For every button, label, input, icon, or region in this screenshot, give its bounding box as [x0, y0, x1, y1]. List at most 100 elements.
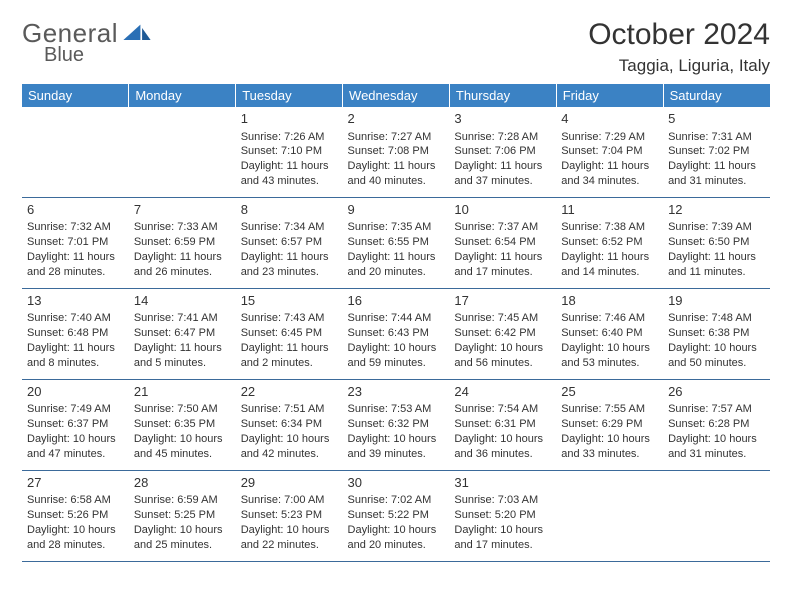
day-number: 8	[241, 201, 338, 219]
day-number: 21	[134, 383, 231, 401]
weekday-header: Wednesday	[343, 84, 450, 107]
day-info-line: Daylight: 11 hours	[27, 250, 124, 265]
day-info-line: Daylight: 11 hours	[134, 250, 231, 265]
calendar-day-cell: 31Sunrise: 7:03 AMSunset: 5:20 PMDayligh…	[449, 470, 556, 561]
day-info-line: and 23 minutes.	[241, 265, 338, 280]
calendar-day-cell: 11Sunrise: 7:38 AMSunset: 6:52 PMDayligh…	[556, 197, 663, 288]
day-info-line: and 47 minutes.	[27, 447, 124, 462]
day-info-line: Sunset: 6:38 PM	[668, 326, 765, 341]
day-number: 2	[348, 110, 445, 128]
calendar-day-cell: 24Sunrise: 7:54 AMSunset: 6:31 PMDayligh…	[449, 379, 556, 470]
day-info-line: Sunrise: 7:57 AM	[668, 402, 765, 417]
weekday-header: Tuesday	[236, 84, 343, 107]
day-info-line: Daylight: 11 hours	[241, 159, 338, 174]
calendar-day-cell: 5Sunrise: 7:31 AMSunset: 7:02 PMDaylight…	[663, 107, 770, 197]
day-info-line: Daylight: 10 hours	[27, 432, 124, 447]
day-info-line: Sunset: 6:52 PM	[561, 235, 658, 250]
calendar-day-cell: 21Sunrise: 7:50 AMSunset: 6:35 PMDayligh…	[129, 379, 236, 470]
calendar-day-cell	[22, 107, 129, 197]
day-info-line: and 28 minutes.	[27, 265, 124, 280]
day-info-line: Daylight: 10 hours	[348, 432, 445, 447]
day-info-line: Sunset: 6:55 PM	[348, 235, 445, 250]
day-info-line: Daylight: 11 hours	[561, 250, 658, 265]
day-info-line: Sunset: 6:42 PM	[454, 326, 551, 341]
calendar-day-cell: 8Sunrise: 7:34 AMSunset: 6:57 PMDaylight…	[236, 197, 343, 288]
day-number: 4	[561, 110, 658, 128]
day-info-line: and 14 minutes.	[561, 265, 658, 280]
day-number: 19	[668, 292, 765, 310]
day-info-line: Daylight: 10 hours	[241, 432, 338, 447]
day-info-line: Sunrise: 7:39 AM	[668, 220, 765, 235]
title-block: October 2024 Taggia, Liguria, Italy	[588, 18, 770, 76]
calendar-day-cell: 19Sunrise: 7:48 AMSunset: 6:38 PMDayligh…	[663, 288, 770, 379]
day-info-line: Sunrise: 7:54 AM	[454, 402, 551, 417]
calendar-day-cell: 22Sunrise: 7:51 AMSunset: 6:34 PMDayligh…	[236, 379, 343, 470]
day-info-line: Sunrise: 7:43 AM	[241, 311, 338, 326]
day-info-line: Daylight: 11 hours	[454, 250, 551, 265]
calendar-day-cell: 7Sunrise: 7:33 AMSunset: 6:59 PMDaylight…	[129, 197, 236, 288]
day-number: 7	[134, 201, 231, 219]
day-info-line: Sunrise: 6:59 AM	[134, 493, 231, 508]
day-info-line: Daylight: 10 hours	[27, 523, 124, 538]
weekday-header-row: SundayMondayTuesdayWednesdayThursdayFrid…	[22, 84, 770, 107]
day-info-line: Sunset: 7:06 PM	[454, 144, 551, 159]
day-info-line: Sunrise: 7:38 AM	[561, 220, 658, 235]
day-info-line: Daylight: 10 hours	[348, 523, 445, 538]
weekday-header: Thursday	[449, 84, 556, 107]
day-info-line: and 8 minutes.	[27, 356, 124, 371]
day-number: 3	[454, 110, 551, 128]
day-info-line: Sunset: 7:08 PM	[348, 144, 445, 159]
month-title: October 2024	[588, 18, 770, 52]
day-info-line: Sunrise: 7:44 AM	[348, 311, 445, 326]
day-number: 5	[668, 110, 765, 128]
calendar-day-cell: 17Sunrise: 7:45 AMSunset: 6:42 PMDayligh…	[449, 288, 556, 379]
day-info-line: and 56 minutes.	[454, 356, 551, 371]
day-info-line: Sunrise: 7:00 AM	[241, 493, 338, 508]
day-info-line: and 28 minutes.	[27, 538, 124, 553]
day-info-line: and 25 minutes.	[134, 538, 231, 553]
day-info-line: Daylight: 11 hours	[241, 250, 338, 265]
day-info-line: and 42 minutes.	[241, 447, 338, 462]
day-info-line: Daylight: 10 hours	[561, 432, 658, 447]
day-number: 1	[241, 110, 338, 128]
calendar-day-cell: 13Sunrise: 7:40 AMSunset: 6:48 PMDayligh…	[22, 288, 129, 379]
day-info-line: Sunrise: 7:53 AM	[348, 402, 445, 417]
calendar-day-cell: 4Sunrise: 7:29 AMSunset: 7:04 PMDaylight…	[556, 107, 663, 197]
day-info-line: Sunset: 6:34 PM	[241, 417, 338, 432]
day-info-line: and 2 minutes.	[241, 356, 338, 371]
day-number: 23	[348, 383, 445, 401]
day-info-line: Daylight: 11 hours	[348, 250, 445, 265]
day-info-line: and 11 minutes.	[668, 265, 765, 280]
day-info-line: Sunset: 7:01 PM	[27, 235, 124, 250]
day-info-line: Sunrise: 7:48 AM	[668, 311, 765, 326]
day-info-line: Sunset: 7:10 PM	[241, 144, 338, 159]
day-info-line: Sunrise: 7:26 AM	[241, 130, 338, 145]
day-info-line: and 31 minutes.	[668, 174, 765, 189]
calendar-day-cell: 30Sunrise: 7:02 AMSunset: 5:22 PMDayligh…	[343, 470, 450, 561]
day-info-line: and 50 minutes.	[668, 356, 765, 371]
day-info-line: Sunset: 6:28 PM	[668, 417, 765, 432]
day-info-line: Sunrise: 7:28 AM	[454, 130, 551, 145]
day-info-line: and 20 minutes.	[348, 265, 445, 280]
calendar-day-cell: 15Sunrise: 7:43 AMSunset: 6:45 PMDayligh…	[236, 288, 343, 379]
day-info-line: and 20 minutes.	[348, 538, 445, 553]
calendar-day-cell: 1 Sunrise: 7:26 AMSunset: 7:10 PMDaylight…	[236, 107, 343, 197]
day-number: 26	[668, 383, 765, 401]
day-info-line: Sunset: 6:59 PM	[134, 235, 231, 250]
day-info-line: Daylight: 11 hours	[668, 250, 765, 265]
day-info-line: Daylight: 10 hours	[134, 523, 231, 538]
location-text: Taggia, Liguria, Italy	[588, 56, 770, 76]
day-info-line: Sunrise: 7:46 AM	[561, 311, 658, 326]
day-number: 11	[561, 201, 658, 219]
day-info-line: Daylight: 11 hours	[27, 341, 124, 356]
day-info-line: Sunrise: 7:41 AM	[134, 311, 231, 326]
day-number: 24	[454, 383, 551, 401]
day-info-line: Daylight: 11 hours	[134, 341, 231, 356]
logo-text-blue: Blue	[44, 44, 84, 67]
day-info-line: Daylight: 11 hours	[241, 341, 338, 356]
day-info-line: Sunrise: 7:37 AM	[454, 220, 551, 235]
day-info-line: Sunrise: 7:45 AM	[454, 311, 551, 326]
calendar-day-cell: 18Sunrise: 7:46 AMSunset: 6:40 PMDayligh…	[556, 288, 663, 379]
calendar-day-cell	[663, 470, 770, 561]
calendar-day-cell: 14Sunrise: 7:41 AMSunset: 6:47 PMDayligh…	[129, 288, 236, 379]
